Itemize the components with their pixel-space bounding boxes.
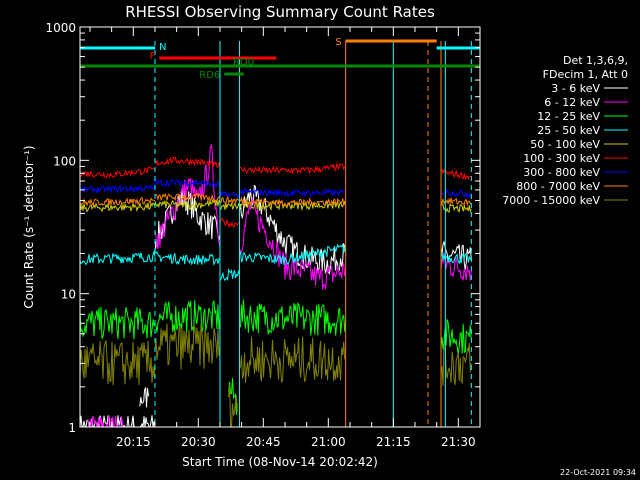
legend-label-5: 100 - 300 keV [523, 152, 600, 165]
series-2-segment-4 [440, 319, 472, 354]
series-3-segment-3 [239, 243, 346, 266]
series-8-segment-1 [154, 323, 221, 370]
x-tick-label-2: 20:45 [246, 435, 281, 449]
series-8-segment-3 [239, 336, 347, 383]
flag-label-f: F [150, 51, 156, 62]
series-4-segment-3 [239, 200, 347, 212]
flag-label-rd6: RD6 [199, 70, 220, 81]
series-8-segment-4 [440, 339, 472, 387]
legend-label-0: 3 - 6 keV [551, 82, 600, 95]
series-4-segment-1 [154, 198, 221, 211]
series-7-segment-2 [219, 195, 240, 205]
series-1-segment-2 [239, 197, 347, 290]
x-tick-label-4: 21:15 [376, 435, 411, 449]
series-4-segment-4 [440, 203, 472, 214]
legend-label-3: 25 - 50 keV [537, 124, 600, 137]
series-0-segment-4 [440, 240, 472, 270]
series-6-segment-4 [440, 188, 472, 198]
series-3 [79, 243, 472, 282]
y-tick-label-0: 1 [68, 421, 76, 435]
legend: Det 1,3,6,9, FDecim 1, Att 0 3 - 6 keV6 … [502, 54, 628, 207]
series-0-segment-3 [239, 184, 347, 276]
series-0-segment-2 [154, 188, 221, 252]
series-2-segment-0 [79, 306, 156, 340]
series-6-segment-1 [154, 178, 221, 189]
series-3-segment-2 [219, 267, 240, 282]
y-tick-label-3: 1000 [45, 21, 76, 35]
legend-label-4: 50 - 100 keV [530, 138, 600, 151]
series-7-segment-0 [79, 196, 156, 207]
series-6-segment-0 [79, 184, 156, 194]
legend-label-6: 300 - 800 keV [523, 166, 600, 179]
series-3-segment-0 [79, 249, 156, 266]
series-5 [79, 156, 472, 229]
legend-label-7: 800 - 7000 keV [516, 180, 600, 193]
series-2-segment-3 [239, 299, 347, 336]
flag-layer: NF RD0 RD6 S [79, 37, 480, 427]
series-6-segment-3 [239, 187, 347, 198]
x-tick-label-0: 20:15 [116, 435, 151, 449]
series-7 [79, 192, 472, 208]
y-tick-label-1: 10 [61, 288, 76, 302]
series-5-segment-3 [239, 162, 346, 175]
legend-label-8: 7000 - 15000 keV [502, 194, 600, 207]
series-7-segment-4 [440, 197, 472, 207]
legend-label-2: 12 - 25 keV [537, 110, 600, 123]
series-0 [79, 184, 472, 428]
series-7-segment-1 [154, 192, 221, 203]
series-4 [79, 198, 472, 214]
series-5-segment-0 [79, 166, 156, 179]
y-tick-label-2: 100 [53, 154, 76, 168]
chart-title: RHESSI Observing Summary Count Rates [125, 3, 435, 21]
series-6-segment-2 [219, 190, 240, 200]
series-1-segment-1 [154, 143, 221, 249]
legend-header-detectors: Det 1,3,6,9, [563, 54, 628, 67]
flag-label-n: N [159, 42, 166, 53]
series-2-segment-1 [154, 300, 221, 334]
series-8-segment-2 [228, 384, 238, 428]
series-3-segment-1 [154, 250, 221, 267]
series-layer [79, 143, 472, 429]
series-5-segment-1 [154, 156, 221, 168]
x-axis-label: Start Time (08-Nov-14 20:02:42) [182, 455, 378, 469]
series-8-segment-0 [79, 340, 156, 386]
x-tick-label-3: 21:00 [311, 435, 346, 449]
series-5-segment-2 [219, 217, 240, 229]
series-7-segment-3 [239, 196, 347, 208]
legend-header-decimation: FDecim 1, Att 0 [543, 68, 628, 81]
series-5-segment-4 [440, 168, 472, 181]
timestamp: 22-Oct-2021 09:34 [560, 468, 636, 477]
legend-label-1: 6 - 12 keV [544, 96, 600, 109]
series-6 [79, 178, 472, 200]
x-tick-label-1: 20:30 [181, 435, 216, 449]
series-2 [79, 299, 472, 415]
x-tick-label-5: 21:30 [441, 435, 476, 449]
y-axis-label: Count Rate (s⁻¹ detector⁻¹) [22, 145, 36, 308]
series-4-segment-2 [219, 201, 240, 211]
plot-frame [79, 26, 481, 428]
series-3-segment-4 [440, 251, 472, 265]
series-0-segment-1 [139, 387, 149, 408]
series-8 [79, 323, 472, 428]
flag-label-s: S [335, 37, 341, 48]
axis-layer: 1 10 100 1000 20:15 20:30 20:45 21:00 21:15 21:30 [45, 21, 480, 449]
flag-label-rd0: RD0 [233, 57, 254, 68]
series-4-segment-0 [79, 201, 156, 213]
